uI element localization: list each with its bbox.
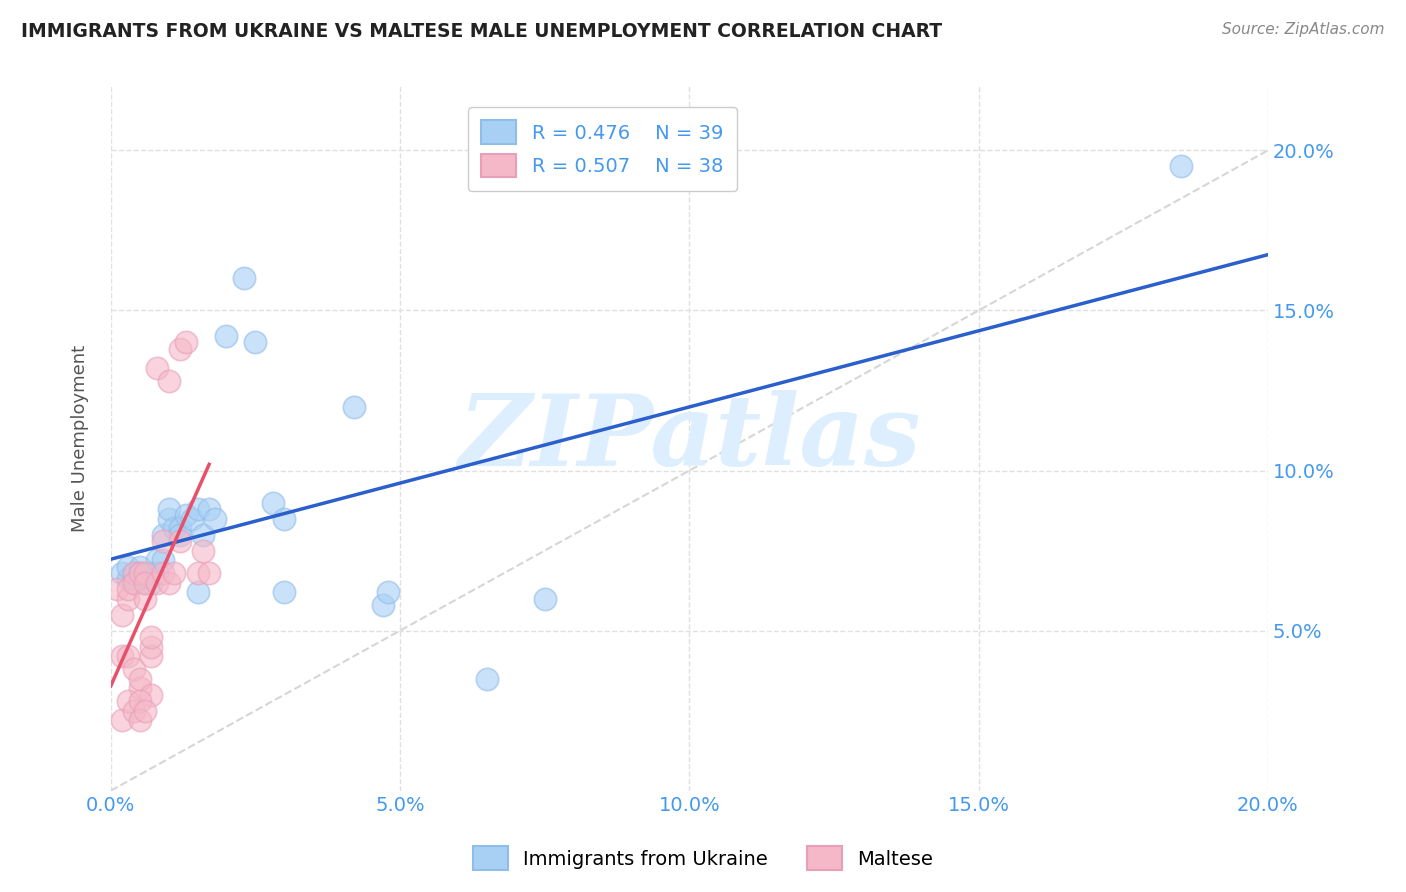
Y-axis label: Male Unemployment: Male Unemployment: [72, 345, 89, 533]
Point: [141, 575, 163, 590]
Point: [117, 582, 139, 596]
Point: [193, 527, 215, 541]
Point: [152, 553, 174, 567]
Point: [193, 543, 215, 558]
Point: [232, 271, 254, 285]
Legend: Immigrants from Ukraine, Maltese: Immigrants from Ukraine, Maltese: [465, 838, 941, 878]
Point: [169, 527, 191, 541]
Point: [141, 630, 163, 644]
Point: [122, 575, 145, 590]
Point: [122, 662, 145, 676]
Point: [187, 566, 209, 580]
Point: [273, 511, 295, 525]
Point: [141, 688, 163, 702]
Point: [157, 502, 180, 516]
Point: [117, 649, 139, 664]
Point: [117, 559, 139, 574]
Point: [128, 566, 150, 580]
Point: [111, 713, 134, 727]
Point: [134, 704, 156, 718]
Point: [122, 575, 145, 590]
Text: ZIPatlas: ZIPatlas: [458, 391, 921, 487]
Point: [111, 649, 134, 664]
Point: [157, 575, 180, 590]
Point: [122, 566, 145, 580]
Text: Source: ZipAtlas.com: Source: ZipAtlas.com: [1222, 22, 1385, 37]
Point: [174, 335, 197, 350]
Point: [163, 566, 186, 580]
Point: [134, 569, 156, 583]
Point: [174, 508, 197, 523]
Point: [128, 566, 150, 580]
Point: [198, 566, 221, 580]
Point: [111, 607, 134, 622]
Point: [141, 649, 163, 664]
Point: [128, 672, 150, 686]
Point: [273, 585, 295, 599]
Point: [1170, 160, 1192, 174]
Text: IMMIGRANTS FROM UKRAINE VS MALTESE MALE UNEMPLOYMENT CORRELATION CHART: IMMIGRANTS FROM UKRAINE VS MALTESE MALE …: [21, 22, 942, 41]
Point: [198, 502, 221, 516]
Point: [111, 566, 134, 580]
Point: [117, 573, 139, 587]
Point: [343, 400, 366, 414]
Point: [141, 640, 163, 654]
Point: [163, 521, 186, 535]
Point: [134, 575, 156, 590]
Point: [169, 521, 191, 535]
Point: [215, 329, 238, 343]
Point: [117, 694, 139, 708]
Legend: R = 0.476    N = 39, R = 0.507    N = 38: R = 0.476 N = 39, R = 0.507 N = 38: [468, 107, 737, 191]
Point: [152, 527, 174, 541]
Point: [371, 598, 394, 612]
Point: [134, 591, 156, 606]
Point: [187, 502, 209, 516]
Point: [245, 335, 267, 350]
Point: [169, 533, 191, 548]
Point: [204, 511, 226, 525]
Point: [146, 361, 169, 376]
Point: [157, 374, 180, 388]
Point: [128, 694, 150, 708]
Point: [128, 681, 150, 696]
Point: [128, 713, 150, 727]
Point: [134, 566, 156, 580]
Point: [180, 511, 202, 525]
Point: [146, 575, 169, 590]
Point: [187, 585, 209, 599]
Point: [475, 672, 498, 686]
Point: [157, 511, 180, 525]
Point: [117, 591, 139, 606]
Point: [262, 495, 284, 509]
Point: [105, 582, 128, 596]
Point: [152, 533, 174, 548]
Point: [169, 342, 191, 356]
Point: [141, 566, 163, 580]
Point: [533, 591, 555, 606]
Point: [377, 585, 399, 599]
Point: [128, 559, 150, 574]
Point: [146, 553, 169, 567]
Point: [122, 566, 145, 580]
Point: [122, 704, 145, 718]
Point: [152, 566, 174, 580]
Point: [146, 566, 169, 580]
Point: [134, 575, 156, 590]
